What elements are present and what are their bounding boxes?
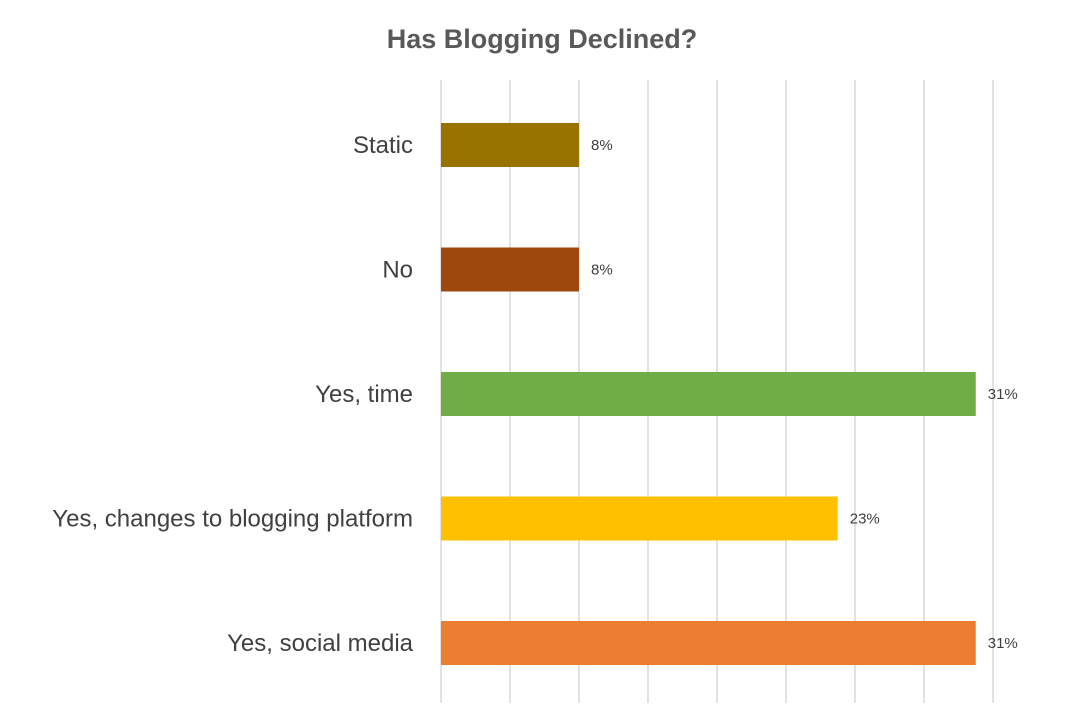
- category-label: Static: [353, 132, 413, 159]
- bars: [441, 123, 976, 665]
- bar: [441, 372, 976, 416]
- value-labels: 8% 8% 31% 23% 31%: [591, 137, 1018, 652]
- bar: [441, 621, 976, 665]
- category-label: Yes, time: [315, 381, 413, 408]
- bar: [441, 247, 579, 292]
- data-label: 8%: [591, 137, 613, 154]
- bar: [441, 496, 838, 541]
- data-label: 23%: [850, 511, 880, 528]
- data-label: 8%: [591, 262, 613, 279]
- category-label: Yes, social media: [227, 630, 414, 657]
- category-label: Yes, changes to blogging platform: [52, 506, 413, 533]
- category-labels: Static No Yes, time Yes, changes to bloggin…: [52, 132, 413, 657]
- chart-title: Has Blogging Declined?: [387, 24, 698, 54]
- category-label: No: [382, 257, 413, 284]
- bar: [441, 123, 579, 167]
- data-label: 31%: [988, 635, 1018, 652]
- data-label: 31%: [988, 386, 1018, 403]
